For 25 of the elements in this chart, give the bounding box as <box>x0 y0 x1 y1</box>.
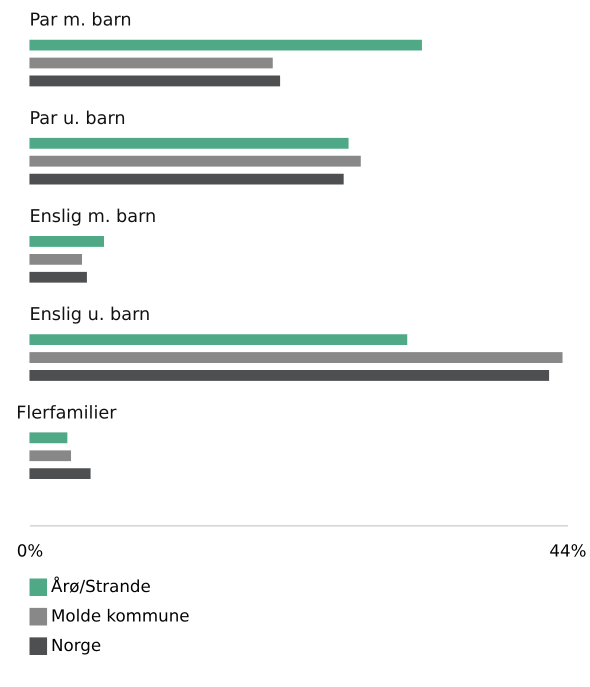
bar <box>29 236 104 247</box>
y-tick-label: Enslig u. barn <box>29 305 150 326</box>
bar <box>29 254 82 265</box>
bar <box>29 468 91 480</box>
x-tick-label: 0% <box>16 541 44 560</box>
bar <box>29 138 349 149</box>
legend-label: Norge <box>51 636 102 656</box>
bar <box>29 272 87 283</box>
bar <box>29 174 344 185</box>
bar <box>29 76 280 86</box>
bar <box>29 352 563 363</box>
bar <box>29 156 361 167</box>
y-tick-label: Par u. barn <box>29 108 126 129</box>
y-tick-label: Flerfamilier <box>16 403 118 424</box>
x-tick-label: 44% <box>549 541 586 560</box>
bar <box>29 432 68 444</box>
bar <box>29 40 422 51</box>
y-tick-label: Enslig m. barn <box>29 207 156 228</box>
bar <box>29 450 72 462</box>
bar <box>29 370 550 381</box>
bar <box>29 58 273 68</box>
legend-label: Årø/Strande <box>51 576 151 596</box>
legend-label: Molde kommune <box>51 606 190 626</box>
bar <box>29 334 408 346</box>
y-tick-label: Par m. barn <box>29 10 132 31</box>
